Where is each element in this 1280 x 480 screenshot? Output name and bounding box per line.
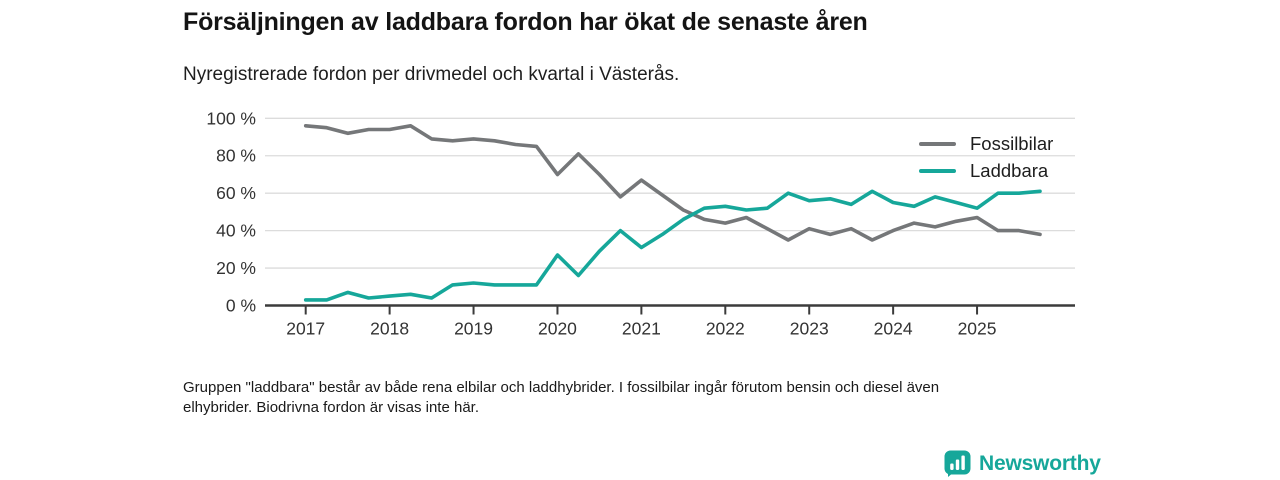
newsworthy-logo-text: Newsworthy bbox=[979, 451, 1101, 475]
x-axis-label: 2023 bbox=[790, 319, 829, 339]
series-line-laddbara bbox=[303, 189, 1042, 302]
speech-bubble-tail bbox=[948, 472, 954, 477]
footnote-line-2: elhybrider. Biodrivna fordon är visas in… bbox=[183, 399, 479, 416]
chart-subtitle: Nyregistrerade fordon per drivmedel och … bbox=[183, 64, 680, 85]
x-axis-label: 2018 bbox=[370, 319, 409, 339]
legend-item-fossilbilar: Fossilbilar bbox=[919, 133, 1053, 155]
legend-swatch-laddbara bbox=[919, 169, 956, 173]
x-axis-label: 2021 bbox=[622, 319, 661, 339]
x-axis-label: 2020 bbox=[538, 319, 577, 339]
x-axis-label: 2017 bbox=[286, 319, 325, 339]
newsworthy-logo-icon bbox=[944, 450, 971, 477]
legend-label-fossilbilar: Fossilbilar bbox=[970, 133, 1054, 154]
y-axis-label: 40 % bbox=[216, 221, 256, 241]
y-axis-label: 80 % bbox=[216, 146, 256, 166]
footnote-line-1: Gruppen "laddbara" består av både rena e… bbox=[183, 379, 940, 396]
chart-footnote: Gruppen "laddbara" består av både rena e… bbox=[183, 378, 1083, 418]
page-title: Försäljningen av laddbara fordon har öka… bbox=[183, 8, 868, 36]
legend-swatch-fossilbilar bbox=[919, 142, 956, 146]
chart-legend: Fossilbilar Laddbara bbox=[919, 133, 1053, 187]
y-axis-label: 60 % bbox=[216, 183, 256, 203]
series-line-fossilbilar bbox=[303, 124, 1042, 242]
y-axis-label: 20 % bbox=[216, 258, 256, 278]
x-axis-label: 2024 bbox=[874, 319, 913, 339]
legend-label-laddbara: Laddbara bbox=[970, 160, 1049, 181]
newsworthy-logo: Newsworthy bbox=[944, 450, 1101, 477]
legend-item-laddbara: Laddbara bbox=[919, 160, 1053, 182]
x-axis-label: 2022 bbox=[706, 319, 745, 339]
x-axis-label: 2019 bbox=[454, 319, 493, 339]
y-axis-label: 100 % bbox=[206, 108, 256, 128]
x-axis-label: 2025 bbox=[958, 319, 997, 339]
y-axis-label: 0 % bbox=[226, 296, 256, 316]
